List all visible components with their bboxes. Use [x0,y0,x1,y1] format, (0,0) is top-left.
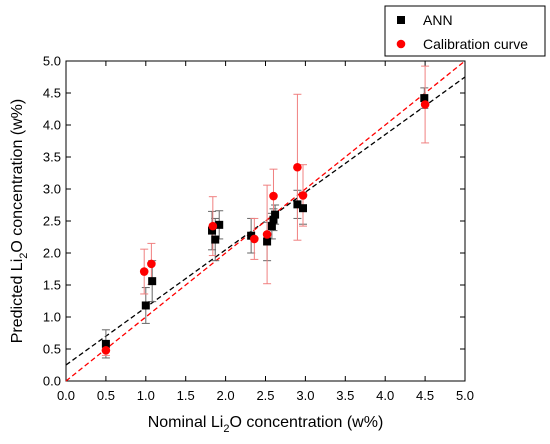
x-axis-label-subscript: 2 [223,423,229,435]
y-axis-label-pre: Predicted Li [9,259,26,344]
data-markers [101,94,430,355]
legend-label-calibration-curve: Calibration curve [423,36,528,52]
x-tick-label: 4.0 [376,388,394,403]
x-tick-label: 1.0 [137,388,155,403]
y-tick-label: 4.0 [43,118,61,133]
y-axis-label: Predicted Li2O concentration (w%) [9,99,30,343]
y-axis-label-subscript: 2 [18,253,30,259]
ann-point [267,222,276,231]
ann-point [215,220,224,229]
y-tick-label: 3.0 [43,182,61,197]
legend-marker-calibration-curve [396,39,406,49]
x-tick-label: 0.5 [97,388,115,403]
y-tick-label: 0.0 [43,374,61,389]
x-axis-label-pre: Nominal Li [148,414,224,431]
y-tick-label: 1.0 [43,310,61,325]
ann-point [208,226,217,235]
legend-box [384,5,546,57]
legend: ANN Calibration curve [384,5,546,57]
ann-point [141,301,150,310]
y-tick-label: 2.0 [43,246,61,261]
y-tick-label: 2.5 [43,214,61,229]
calibration-point [147,259,156,269]
ann-point [269,215,278,224]
error-bars [101,65,430,359]
ann-point [299,204,308,213]
fit-lines [65,60,466,382]
x-tick-label: 3.0 [296,388,314,403]
x-axis-label: Nominal Li2O concentration (w%) [148,414,384,435]
y-axis-label-post: O concentration (w%) [9,99,26,253]
y-tick-label: 0.5 [43,342,61,357]
calibration-point [262,230,272,239]
calibration-point [269,191,278,201]
x-axis-ticks: 0.0 0.5 1.0 1.5 2.0 2.5 3.0 3.5 4.0 4.5 5.0 [57,61,474,403]
x-tick-label: 0.0 [57,388,75,403]
ann-point [263,237,272,246]
y-tick-label: 4.5 [43,86,61,101]
ann-fit-line [65,76,466,366]
x-tick-label: 2.5 [256,388,274,403]
calibration-point [250,234,259,244]
x-axis-label-post: O concentration (w%) [229,414,383,431]
legend-marker-ann [397,16,405,24]
legend-label-ann: ANN [423,12,453,28]
y-tick-label: 3.5 [43,150,61,165]
calibration-point [208,221,218,231]
ann-point [148,277,157,286]
x-tick-label: 5.0 [456,388,474,403]
x-tick-label: 2.0 [217,388,235,403]
ann-point [271,210,280,219]
calibration-point [139,267,149,276]
calibration-point [293,162,302,172]
x-tick-label: 3.5 [336,388,354,403]
calibration-fit-line [65,60,466,382]
calibration-point [420,100,430,109]
y-axis-ticks: 0.0 0.5 1.0 1.5 2.0 2.5 3.0 3.5 4.0 4.5 5.0 [43,54,465,389]
y-tick-label: 5.0 [43,54,61,69]
ann-point [293,200,302,209]
ann-point [211,235,220,244]
x-tick-label: 4.5 [416,388,434,403]
calibration-point [298,191,308,200]
x-tick-label: 1.5 [177,388,195,403]
ann-point [247,231,256,240]
y-tick-label: 1.5 [43,278,61,293]
calibration-point [101,345,111,355]
ann-point [420,94,429,103]
ann-point [101,339,110,348]
